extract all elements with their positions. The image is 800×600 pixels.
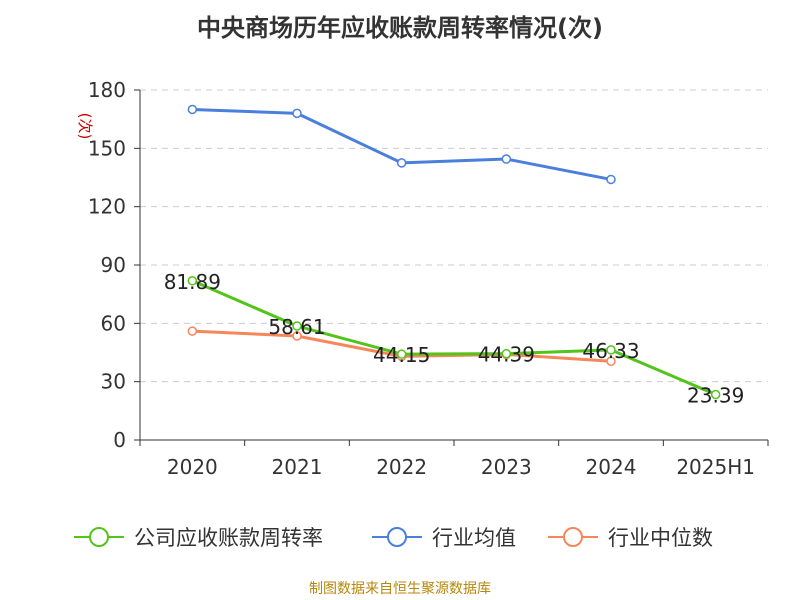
legend-label: 行业均值 <box>432 526 516 550</box>
x-tick-label: 2021 <box>272 455 323 479</box>
legend-marker <box>89 527 109 547</box>
x-tick-label: 2025H1 <box>676 455 755 479</box>
data-label: 44.39 <box>478 343 535 367</box>
legend-label: 公司应收账款周转率 <box>134 526 323 550</box>
data-point <box>710 389 721 400</box>
data-point <box>606 174 616 185</box>
data-point <box>501 154 512 164</box>
data-point <box>396 158 407 168</box>
data-point <box>187 104 198 115</box>
series-lines <box>187 104 721 400</box>
legend-item: 公司应收账款周转率 <box>74 526 323 550</box>
data-point <box>187 276 198 286</box>
legend: 公司应收账款周转率 行业均值 行业中位数 <box>74 526 713 550</box>
data-point <box>292 108 302 119</box>
x-tick-label: 2022 <box>376 455 427 479</box>
data-point <box>396 349 407 359</box>
grid-lines <box>140 89 768 383</box>
legend-marker <box>387 527 407 547</box>
y-tick-label: 60 <box>101 311 126 335</box>
data-label: 81.89 <box>164 270 221 294</box>
data-point <box>606 356 616 366</box>
y-tick-label: 120 <box>88 195 126 219</box>
data-point <box>501 348 512 359</box>
y-tick-label: 0 <box>113 428 126 452</box>
legend-label: 行业中位数 <box>608 526 713 550</box>
legend-item: 行业中位数 <box>548 526 713 550</box>
data-point <box>292 321 302 331</box>
legend-marker <box>563 527 583 547</box>
data-label: 46.33 <box>582 339 639 363</box>
y-tick-label: 180 <box>88 78 126 102</box>
y-tick-label: 90 <box>101 253 126 277</box>
x-tick-label: 2023 <box>481 455 532 479</box>
series-line <box>191 279 717 396</box>
chart-title: 中央商场历年应收账款周转率情况(次) <box>197 14 603 42</box>
axes: 0 30 60 90 120 150 180 (次) 2020 2021 2022 2023 2024 2… <box>76 78 769 479</box>
data-point <box>292 331 302 341</box>
data-label: 58.61 <box>268 315 325 339</box>
source-note: 制图数据来自恒生聚源数据库 <box>309 581 491 597</box>
y-tick-label: 150 <box>88 136 126 160</box>
data-label: 44.15 <box>373 343 430 367</box>
x-tick-label: 2024 <box>586 455 637 479</box>
y-tick-label: 30 <box>101 370 126 394</box>
x-tick-label: 2020 <box>167 455 218 479</box>
data-point <box>187 326 198 336</box>
legend-item: 行业均值 <box>372 526 516 550</box>
data-point <box>606 345 616 355</box>
series-line <box>192 107 612 181</box>
y-axis-title: (次) <box>76 113 94 140</box>
data-labels: 81.89 58.61 44.15 44.39 46.33 23.39 <box>164 270 745 408</box>
data-label: 23.39 <box>687 384 744 408</box>
